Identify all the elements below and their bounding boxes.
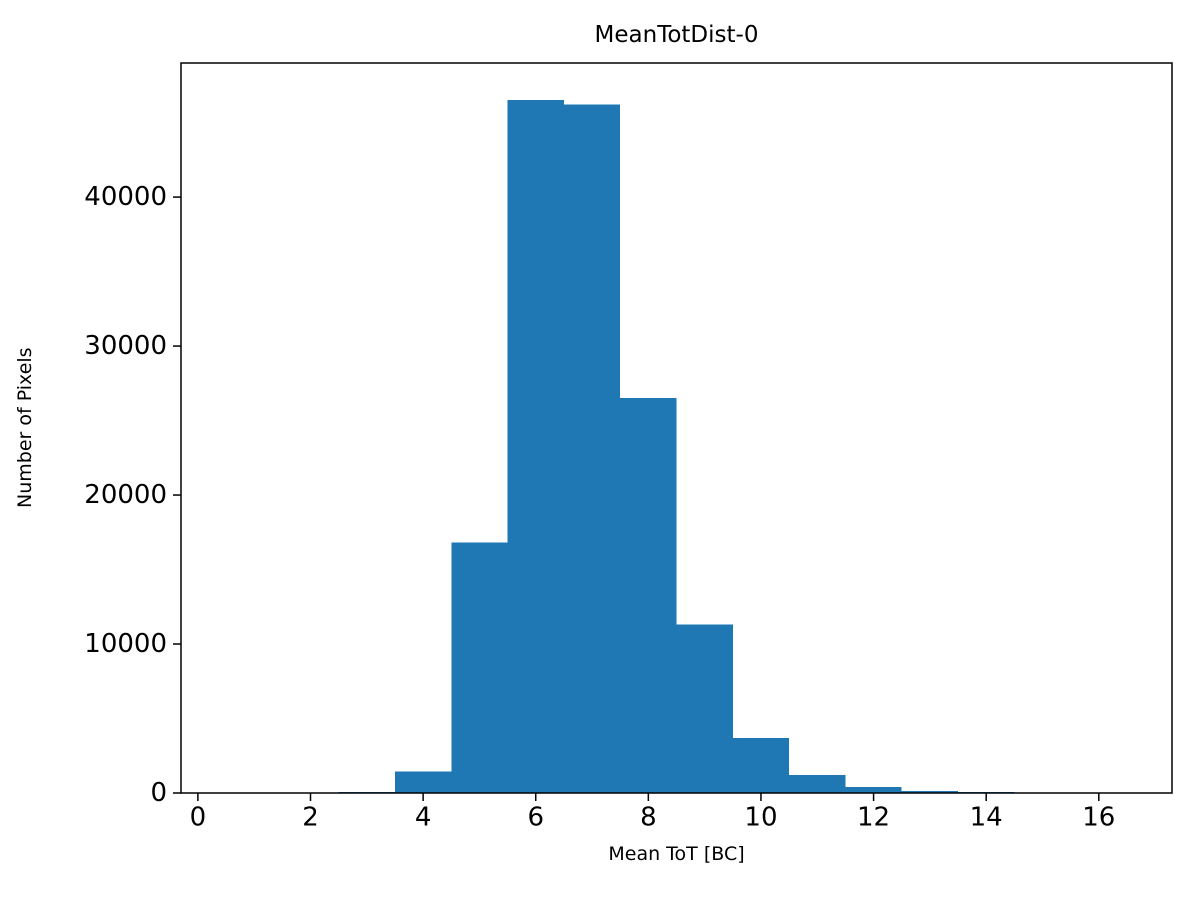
histogram-bar [620, 398, 677, 793]
histogram-bar [845, 787, 902, 793]
x-tick-label: 4 [415, 802, 432, 832]
x-tick-label: 16 [1082, 802, 1115, 832]
x-tick-label: 6 [527, 802, 544, 832]
x-tick-label: 14 [970, 802, 1003, 832]
histogram-bar [394, 771, 452, 793]
histogram-bar [732, 737, 790, 793]
y-tick-label: 0 [150, 778, 167, 808]
histogram-bar [563, 104, 621, 793]
y-tick-label: 40000 [84, 182, 167, 212]
histogram-bar [676, 624, 733, 793]
y-tick-label: 30000 [84, 331, 167, 361]
y-tick-label: 20000 [84, 480, 167, 510]
histogram-bar [451, 542, 508, 793]
axes-spines [180, 62, 1173, 794]
y-tick-label: 10000 [84, 629, 167, 659]
x-tick-label: 8 [640, 802, 657, 832]
chart-title: MeanTotDist-0 [594, 22, 759, 48]
x-tick-label: 2 [302, 802, 319, 832]
histogram-bar [789, 775, 846, 793]
x-axis-label: Mean ToT [BC] [608, 843, 745, 865]
histogram-bar [901, 790, 959, 793]
x-tick-label: 10 [744, 802, 777, 832]
x-tick-label: 0 [190, 802, 207, 832]
x-tick-label: 12 [857, 802, 890, 832]
histogram-bar [507, 100, 564, 794]
